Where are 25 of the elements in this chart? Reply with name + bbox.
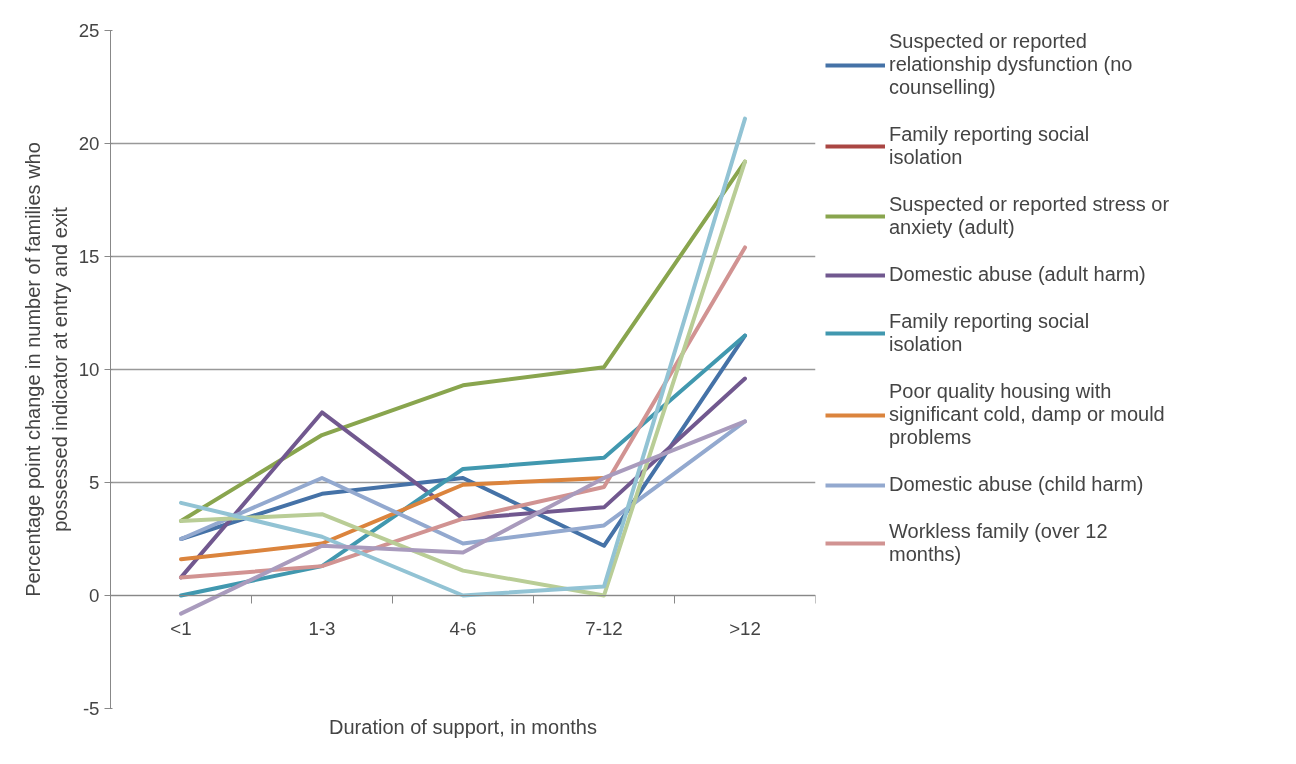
legend-label: Family reporting social isolation (889, 310, 1090, 356)
legend-label: Domestic abuse (child harm) (889, 473, 1144, 496)
x-tick-label: 1-3 (308, 617, 336, 639)
legend-label: Poor quality housing with significant cold, damp or mould problems (889, 380, 1165, 449)
y-tick-label: 10 (78, 359, 100, 380)
line-series (179, 475, 606, 562)
line-series (179, 419, 747, 546)
x-tick-label: 7-12 (585, 617, 623, 639)
x-tick-label: <1 (170, 617, 192, 639)
y-tick-label: 15 (78, 246, 100, 267)
legend-label: Family reporting social isolation (889, 123, 1090, 169)
legend-label: Suspected or reported stress or anxiety (adult) (889, 193, 1170, 239)
x-tick-label: 4-6 (449, 617, 477, 639)
y-tick-label: 0 (89, 585, 100, 606)
y-tick-label: 20 (78, 133, 100, 154)
y-tick-label: 25 (78, 20, 100, 41)
legend-label: Domestic abuse (adult harm) (889, 263, 1146, 286)
y-tick-label: -5 (82, 698, 100, 719)
x-tick-label: >12 (729, 617, 761, 639)
y-axis-title: Percentage point change in number of families who possessed indicator at entry and exit (22, 142, 71, 597)
legend-label: Workless family (over 12 months) (889, 520, 1108, 566)
line-series (179, 419, 747, 616)
y-tick-label: 5 (89, 472, 100, 493)
legend-label: Suspected or reported relationship dysfunction (no counselling) (889, 30, 1133, 99)
x-axis-title: Duration of support, in months (329, 715, 597, 738)
